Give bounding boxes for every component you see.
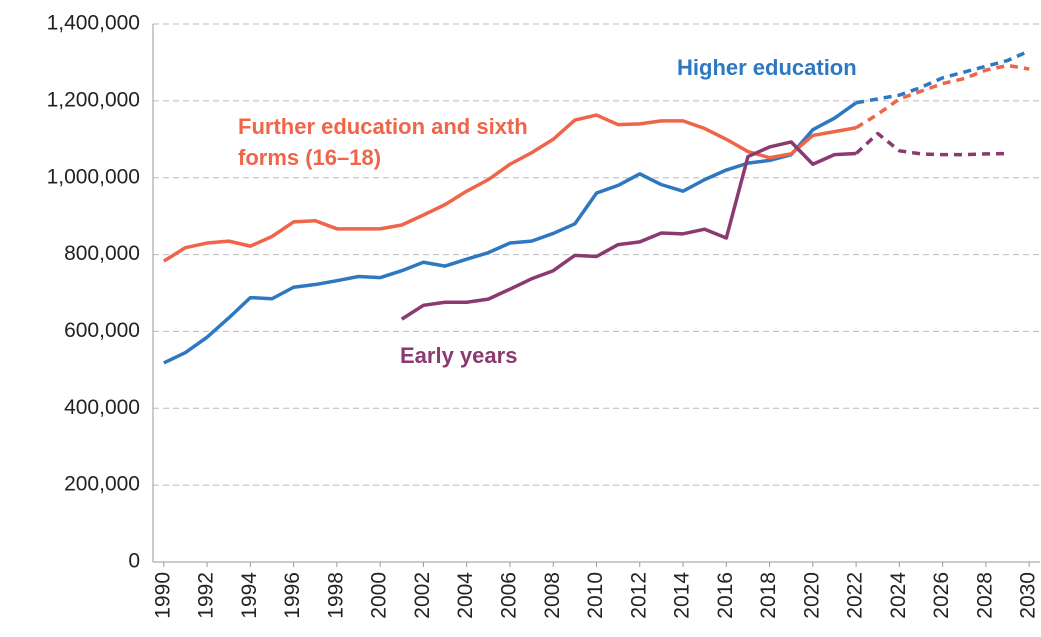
series-label: Further education and sixth forms (16–18… — [238, 114, 528, 170]
projection-line — [855, 49, 1030, 105]
projection-line — [855, 63, 1030, 130]
series-label: Early years — [400, 343, 518, 368]
x-tick-label: 2022 — [844, 572, 867, 619]
series-line — [162, 113, 857, 263]
x-tick-label: 2028 — [973, 572, 996, 619]
x-tick-label: 2000 — [368, 572, 391, 619]
y-tick-label: 800,000 — [64, 242, 140, 265]
projection-line — [854, 131, 1008, 157]
y-tick-label: 400,000 — [64, 396, 140, 419]
y-tick-label: 200,000 — [64, 473, 140, 496]
x-tick-label: 2030 — [1017, 572, 1040, 619]
x-tick-label: 2016 — [714, 572, 737, 619]
series-line — [163, 101, 858, 365]
x-tick-label: 2010 — [584, 572, 607, 619]
y-tick-label: 600,000 — [64, 319, 140, 342]
x-tick-label: 2004 — [454, 572, 477, 619]
x-tick-label: 2012 — [627, 572, 650, 619]
x-tick-label: 2026 — [930, 572, 953, 619]
y-tick-label: 1,000,000 — [47, 165, 140, 188]
y-tick-label: 0 — [128, 550, 140, 573]
x-tick-label: 1992 — [195, 572, 218, 619]
x-tick-label: 1996 — [281, 572, 304, 619]
y-tick-label: 1,200,000 — [47, 88, 140, 111]
x-tick-label: 1990 — [151, 572, 174, 619]
x-tick-label: 2018 — [757, 572, 780, 619]
x-tick-label: 2020 — [800, 572, 823, 619]
series-line — [400, 140, 857, 321]
series-label: Higher education — [677, 55, 857, 80]
x-tick-label: 1998 — [324, 572, 347, 619]
x-tick-label: 2014 — [671, 572, 694, 619]
x-tick-label: 2002 — [411, 572, 434, 619]
x-tick-label: 1994 — [238, 572, 261, 619]
x-tick-label: 2006 — [498, 572, 521, 619]
x-tick-label: 2024 — [887, 572, 910, 619]
x-tick-label: 2008 — [541, 572, 564, 619]
y-tick-label: 1,400,000 — [47, 12, 140, 35]
